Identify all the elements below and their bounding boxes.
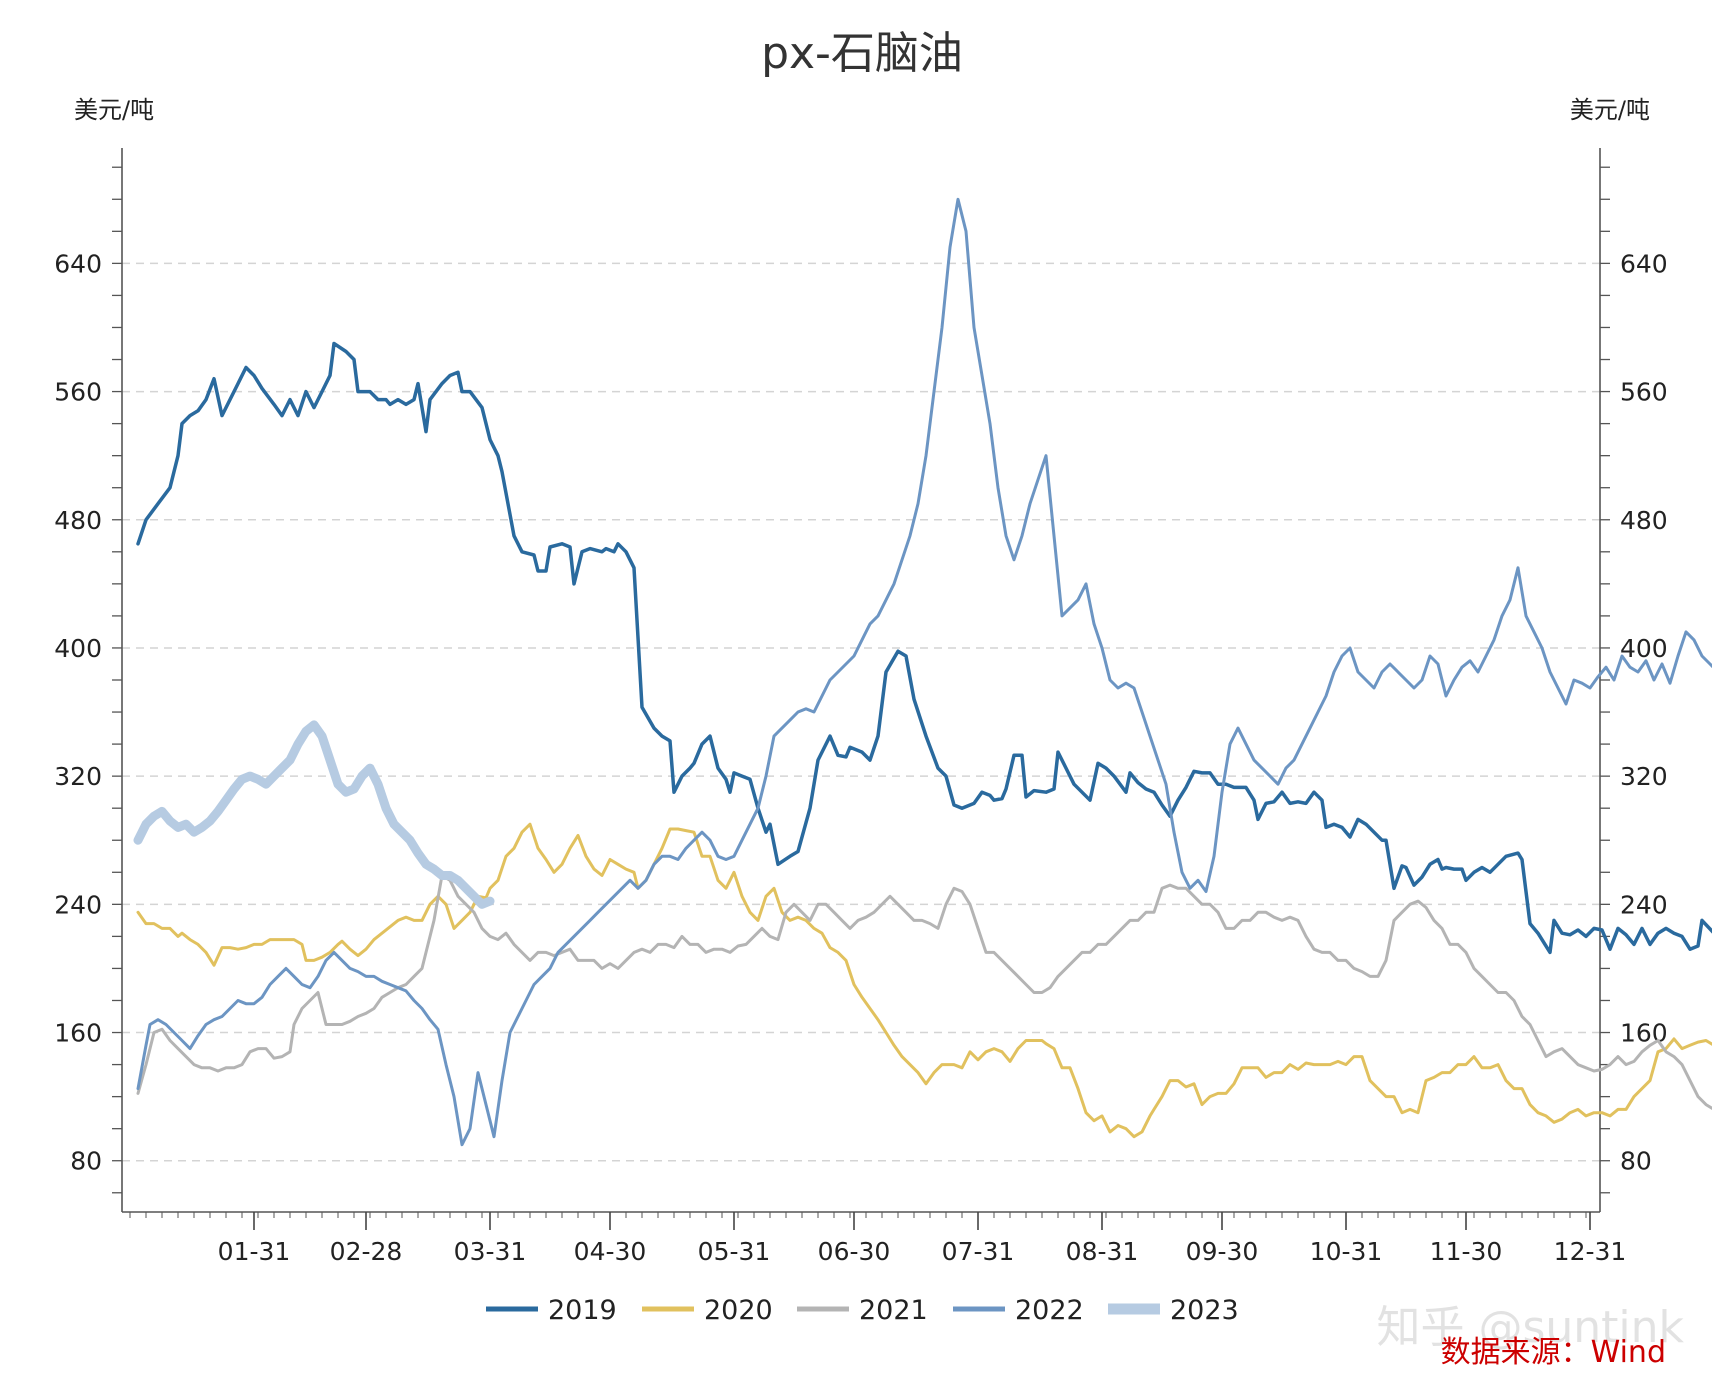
series-lines (133, 197, 1712, 1147)
y-tick-label-right-320: 320 (1620, 762, 1668, 791)
gridlines (122, 262, 1600, 1162)
y-tick-label-right-640: 640 (1620, 249, 1668, 278)
series-line-2022 (136, 197, 1712, 1147)
left-axis-unit: 美元/吨 (74, 96, 154, 124)
series-line-2019 (136, 341, 1712, 955)
y-tick-label-left-640: 640 (54, 249, 102, 278)
y-tick-label-right-400: 400 (1620, 634, 1668, 663)
y-tick-label-left-560: 560 (54, 378, 102, 407)
x-tick-label-05-31: 05-31 (698, 1237, 771, 1266)
data-source: 数据来源：Wind (1441, 1335, 1666, 1370)
y-tick-label-left-80: 80 (70, 1147, 102, 1176)
y-tick-label-right-240: 240 (1620, 890, 1668, 919)
right-axis-unit: 美元/吨 (1570, 96, 1650, 124)
x-tick-label-11-30: 11-30 (1430, 1237, 1503, 1266)
x-tick-label-03-31: 03-31 (454, 1237, 527, 1266)
legend-label-2023: 2023 (1170, 1295, 1239, 1326)
x-tick-label-09-30: 09-30 (1186, 1237, 1259, 1266)
axes (112, 148, 1610, 1230)
legend: 2019 2020 2021 2022 2023 (486, 1295, 1239, 1326)
x-tick-label-08-31: 08-31 (1066, 1237, 1139, 1266)
watermark: 知乎 @suntink (1376, 1302, 1684, 1353)
y-tick-label-left-400: 400 (54, 634, 102, 663)
y-tick-label-right-80: 80 (1620, 1147, 1652, 1176)
series-line-2021 (136, 874, 1712, 1110)
chart-title: px-石脑油 (761, 28, 963, 79)
legend-label-2019: 2019 (548, 1295, 617, 1326)
y-tick-label-right-560: 560 (1620, 378, 1668, 407)
legend-label-2020: 2020 (704, 1295, 773, 1326)
y-tick-label-left-240: 240 (54, 890, 102, 919)
x-tick-label-07-31: 07-31 (942, 1237, 1015, 1266)
x-tick-label-12-31: 12-31 (1554, 1237, 1627, 1266)
series-line-2023 (133, 720, 495, 909)
y-tick-label-left-320: 320 (54, 762, 102, 791)
legend-label-2022: 2022 (1015, 1295, 1084, 1326)
y-tick-label-left-480: 480 (54, 506, 102, 535)
y-tick-label-left-160: 160 (54, 1019, 102, 1048)
legend-label-2021: 2021 (859, 1295, 928, 1326)
x-tick-label-02-28: 02-28 (330, 1237, 403, 1266)
x-tick-label-10-31: 10-31 (1310, 1237, 1383, 1266)
x-tick-label-01-31: 01-31 (218, 1237, 291, 1266)
x-tick-label-06-30: 06-30 (818, 1237, 891, 1266)
y-tick-label-right-480: 480 (1620, 506, 1668, 535)
x-tick-label-04-30: 04-30 (574, 1237, 647, 1266)
